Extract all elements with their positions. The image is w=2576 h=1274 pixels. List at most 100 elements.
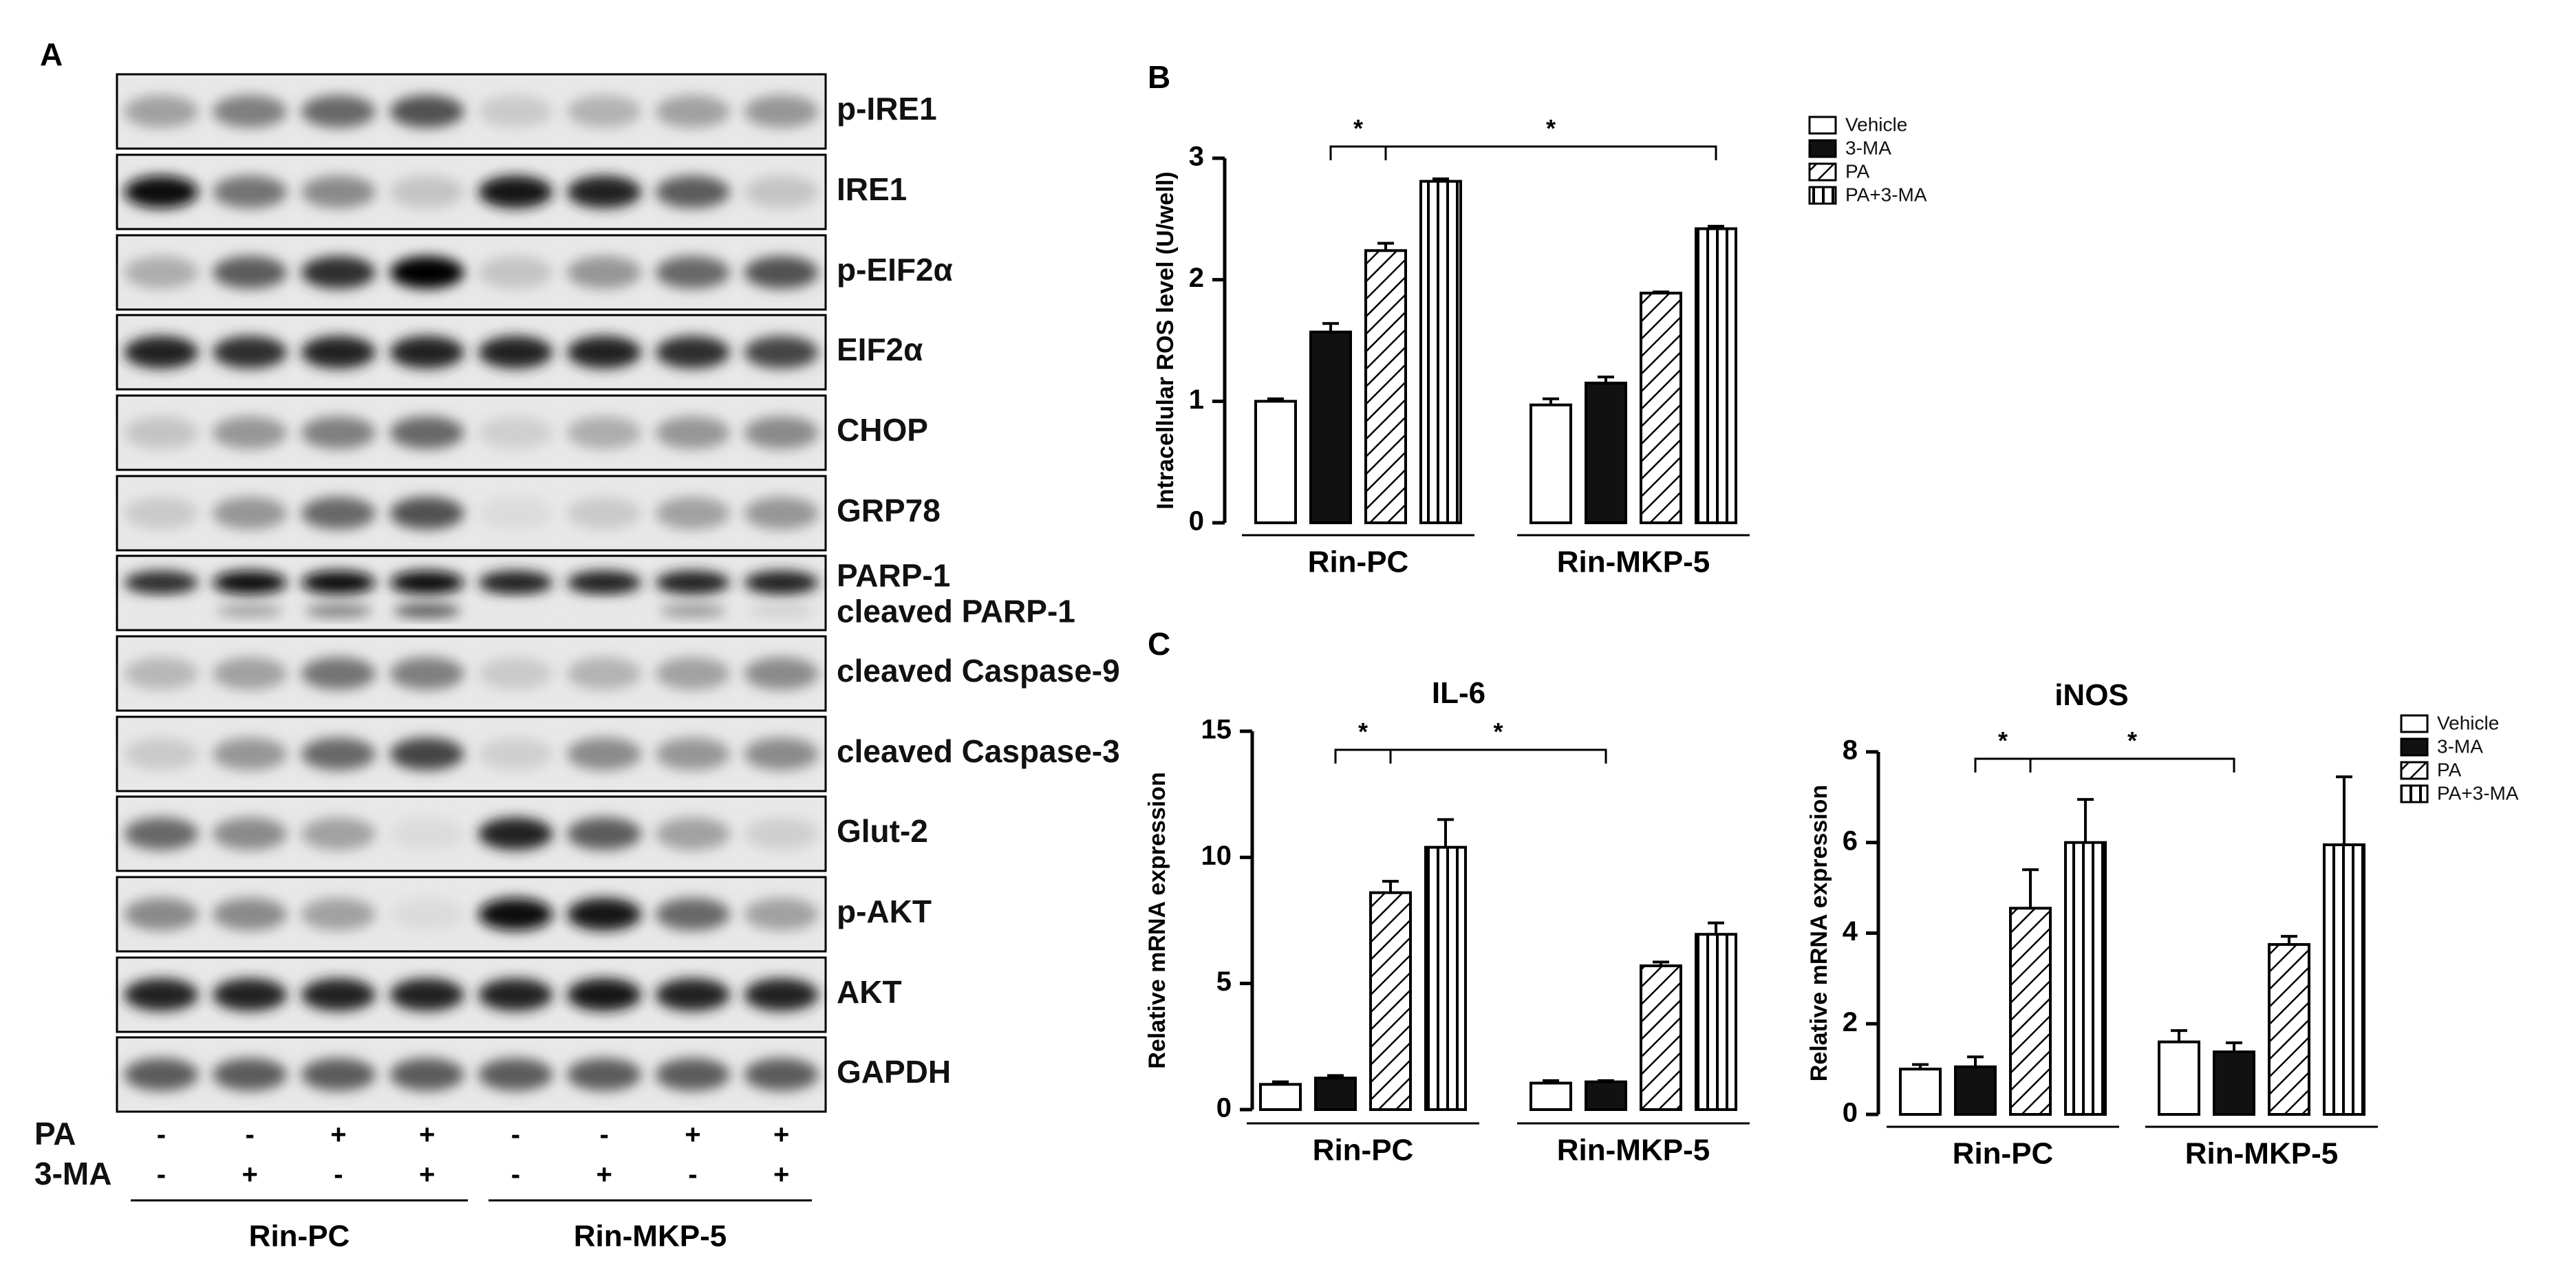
blot-band — [567, 175, 642, 208]
y-tick-label: 10 — [1201, 841, 1232, 871]
significance-star: * — [2127, 726, 2137, 755]
blot-row: AKT — [116, 956, 902, 1033]
blot-membrane — [116, 554, 827, 631]
y-tick-label: 3 — [1189, 142, 1204, 172]
blot-label: GAPDH — [837, 1054, 951, 1090]
legend-entry: Vehicle — [2437, 712, 2499, 733]
y-tick-label: 1 — [1189, 385, 1204, 415]
blot-row: GRP78 — [116, 475, 941, 552]
blot-band — [567, 1058, 642, 1091]
blot-band — [744, 898, 819, 931]
y-tick-label: 0 — [1216, 1093, 1232, 1123]
treatment-sign: + — [330, 1120, 346, 1150]
blot-label: CHOP — [837, 412, 928, 448]
bar — [1254, 400, 1297, 524]
blot-band — [301, 657, 376, 690]
blot-label: Glut-2 — [837, 813, 928, 849]
significance-bracket — [1974, 757, 2032, 773]
blot-band — [124, 817, 199, 850]
blot-band — [389, 978, 464, 1011]
treatment-label: PA — [34, 1116, 76, 1152]
blot-label: cleaved PARP-1 — [837, 593, 1075, 629]
blot-band — [655, 175, 730, 208]
blot-band — [655, 256, 730, 289]
blot-band — [389, 497, 464, 530]
bar — [2158, 1040, 2200, 1116]
bar — [1530, 403, 1572, 525]
blot-band — [478, 497, 553, 530]
blot-band — [213, 657, 288, 690]
significance-bracket — [1391, 748, 1607, 764]
blot-label: p-EIF2α — [837, 252, 953, 288]
blot-band — [744, 336, 819, 369]
category-label: Rin-MKP-5 — [2185, 1137, 2338, 1171]
cleaved-blot-band — [304, 604, 372, 618]
blot-row: Glut-2 — [116, 795, 928, 872]
category-label: Rin-MKP-5 — [1557, 546, 1710, 579]
legend-entry: 3-MA — [1845, 137, 1891, 158]
blot-row: p-IRE1 — [116, 73, 937, 150]
blot-band — [478, 175, 553, 208]
y-tick-label: 15 — [1201, 715, 1232, 745]
treatment-sign: - — [511, 1160, 520, 1190]
bar — [1954, 1065, 1997, 1116]
cleaved-blot-band — [658, 604, 727, 618]
bar — [1899, 1068, 1942, 1116]
panel-letter-c: C — [1148, 626, 1170, 662]
blot-band — [478, 416, 553, 449]
y-tick-label: 4 — [1843, 916, 1858, 947]
blot-band — [744, 175, 819, 208]
blot-band — [301, 416, 376, 449]
blot-band — [213, 336, 288, 369]
blot-row: p-EIF2α — [116, 234, 953, 311]
blot-band — [301, 1058, 376, 1091]
bar — [1530, 1081, 1572, 1111]
blot-band — [744, 978, 819, 1011]
bar — [2213, 1050, 2255, 1116]
blot-band — [213, 570, 288, 595]
blot-band — [744, 817, 819, 850]
y-tick-label: 6 — [1843, 825, 1858, 856]
blot-band — [744, 657, 819, 690]
legend-swatch — [2400, 761, 2429, 780]
blot-band — [213, 978, 288, 1011]
legend-swatch — [1808, 186, 1837, 205]
legend-entry: PA — [1845, 160, 1870, 182]
treatment-sign: - — [245, 1120, 254, 1150]
bar — [1309, 330, 1352, 524]
blot-band — [389, 570, 464, 595]
blot-band — [567, 978, 642, 1011]
chart-title: iNOS — [2054, 678, 2129, 712]
bar — [2268, 942, 2310, 1116]
blot-band — [478, 657, 553, 690]
blot-band — [213, 95, 288, 128]
blot-label: IRE1 — [837, 171, 907, 207]
blot-band — [744, 497, 819, 530]
legend-entry: Vehicle — [1845, 114, 1907, 135]
cleaved-blot-band — [482, 604, 550, 618]
significance-star: * — [1546, 114, 1556, 142]
significance-bracket — [1386, 145, 1717, 160]
il6-bar-chart: 0 5 10 15 Relative mRNA expression IL-6 Rin-PC… — [1144, 676, 1750, 1167]
blot-band — [478, 898, 553, 931]
blot-label: p-AKT — [837, 894, 932, 929]
group-label: Rin-PC — [249, 1220, 350, 1253]
y-tick-label: 2 — [1843, 1007, 1858, 1037]
significance-star: * — [1358, 717, 1368, 746]
group-label: Rin-MKP-5 — [574, 1220, 727, 1253]
blot-band — [301, 898, 376, 931]
blot-band — [478, 336, 553, 369]
bar — [1424, 845, 1467, 1111]
blot-band — [124, 95, 199, 128]
blot-band — [744, 256, 819, 289]
treatment-sign: + — [419, 1120, 435, 1150]
blot-label: GRP78 — [837, 493, 941, 528]
blot-band — [389, 1058, 464, 1091]
category-label: Rin-PC — [1313, 1134, 1414, 1167]
blot-band — [124, 497, 199, 530]
blot-band — [301, 570, 376, 595]
bar — [2009, 907, 2052, 1116]
blot-band — [655, 898, 730, 931]
